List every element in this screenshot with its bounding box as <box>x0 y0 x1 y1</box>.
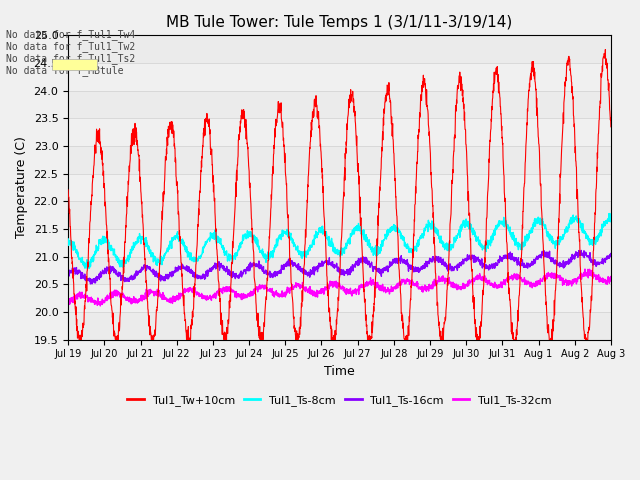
Text: No data for f_Tul1_Tw4: No data for f_Tul1_Tw4 <box>6 29 136 40</box>
X-axis label: Time: Time <box>324 365 355 378</box>
Bar <box>68 146 611 174</box>
Legend: Tul1_Tw+10cm, Tul1_Ts-8cm, Tul1_Ts-16cm, Tul1_Ts-32cm: Tul1_Tw+10cm, Tul1_Ts-8cm, Tul1_Ts-16cm,… <box>123 391 556 410</box>
Bar <box>68 257 611 285</box>
Bar <box>68 202 611 229</box>
Bar <box>68 91 611 119</box>
Text: No data for f_Tul1_Tw2: No data for f_Tul1_Tw2 <box>6 41 136 52</box>
Text: No data for f_MBtule: No data for f_MBtule <box>6 65 124 76</box>
Title: MB Tule Tower: Tule Temps 1 (3/1/11-3/19/14): MB Tule Tower: Tule Temps 1 (3/1/11-3/19… <box>166 15 513 30</box>
Bar <box>68 36 611 63</box>
Text: No data for f_Tul1_Ts2: No data for f_Tul1_Ts2 <box>6 53 136 64</box>
Bar <box>68 312 611 340</box>
Y-axis label: Temperature (C): Temperature (C) <box>15 137 28 239</box>
